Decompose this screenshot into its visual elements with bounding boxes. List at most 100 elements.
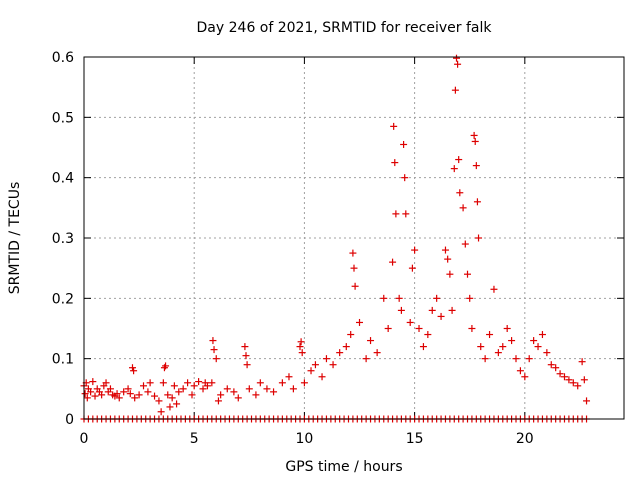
data-point [448,306,456,314]
data-point [159,379,167,387]
data-point [241,343,249,351]
data-point [296,343,304,351]
data-point [411,246,419,254]
data-point [565,376,573,384]
data-point [131,394,139,402]
data-point [170,382,178,390]
data-point [466,294,474,302]
data-point [113,390,121,398]
data-point [210,346,218,354]
data-point [190,382,198,390]
y-tick-label: 0.1 [52,352,74,368]
data-point [245,385,253,393]
data-point [461,240,469,248]
data-point [243,361,251,369]
y-tick-label: 0.4 [52,171,74,187]
data-point [475,234,483,242]
data-point [459,204,467,212]
data-point [530,337,538,345]
data-point [516,367,524,375]
data-point [285,373,293,381]
data-point [155,397,163,405]
data-point [408,264,416,272]
data-point [395,294,403,302]
data-point [454,60,462,68]
data-point [179,385,187,393]
data-point [444,255,452,263]
data-point [512,355,520,363]
y-axis-label: SRMTID / TECUs [7,182,23,295]
data-point [402,210,410,218]
data-point [415,325,423,332]
data-point [318,373,326,381]
data-point [525,355,533,363]
data-point [106,385,114,393]
data-point [289,385,297,393]
data-point [471,137,479,145]
data-point [223,385,231,393]
data-point [217,391,225,399]
x-tick-label: 10 [295,431,313,447]
y-tick-label: 0.2 [52,291,74,307]
x-axis-label: GPS time / hours [285,459,402,475]
data-point [209,337,217,345]
data-point [120,388,128,396]
data-point [391,159,399,167]
data-point [389,258,397,266]
x-tick-label: 5 [190,431,199,447]
data-point [350,264,358,272]
data-point [278,379,286,387]
data-point [256,379,264,387]
data-point [450,165,458,173]
data-point [242,352,250,360]
data-point [128,364,136,372]
data-point [115,394,123,402]
data-point [406,318,414,326]
data-point [424,331,432,339]
data-point [446,270,454,278]
data-point [144,388,152,396]
data-point [392,210,400,218]
data-point [397,306,405,314]
data-point [521,373,529,381]
data-point [556,370,564,378]
data-point [569,379,577,387]
data-point [452,54,460,62]
data-point [252,391,260,399]
data-point [322,355,330,363]
axis-ticks: 0 0.1 0.2 0.3 0.4 0.5 0.6 0 5 10 15 20 [52,50,624,447]
data-point [146,379,154,387]
data-point [538,331,546,339]
data-point [455,156,463,164]
data-point [347,331,355,339]
data-point [342,343,350,351]
data-point [214,397,222,405]
data-point [428,306,436,314]
data-point [184,379,192,387]
data-point [456,189,464,197]
data-point [384,325,392,332]
y-tick-label: 0.5 [52,110,74,126]
data-point [311,361,319,369]
data-point [307,367,315,375]
data-point [400,140,408,148]
data-point [126,390,134,398]
data-point [173,400,181,408]
data-point [441,246,449,254]
data-point [472,162,480,170]
plot-frame [83,56,625,420]
data-point [199,385,207,393]
data-point [157,408,165,416]
data-point [329,361,337,369]
data-point [89,378,97,386]
data-point [98,391,106,399]
data-point [464,270,472,278]
data-point [81,390,89,398]
data-point [543,349,551,357]
data-point [83,394,91,402]
data-point [234,394,242,402]
data-point [349,249,357,257]
data-point [534,343,542,351]
data-point [499,343,507,351]
